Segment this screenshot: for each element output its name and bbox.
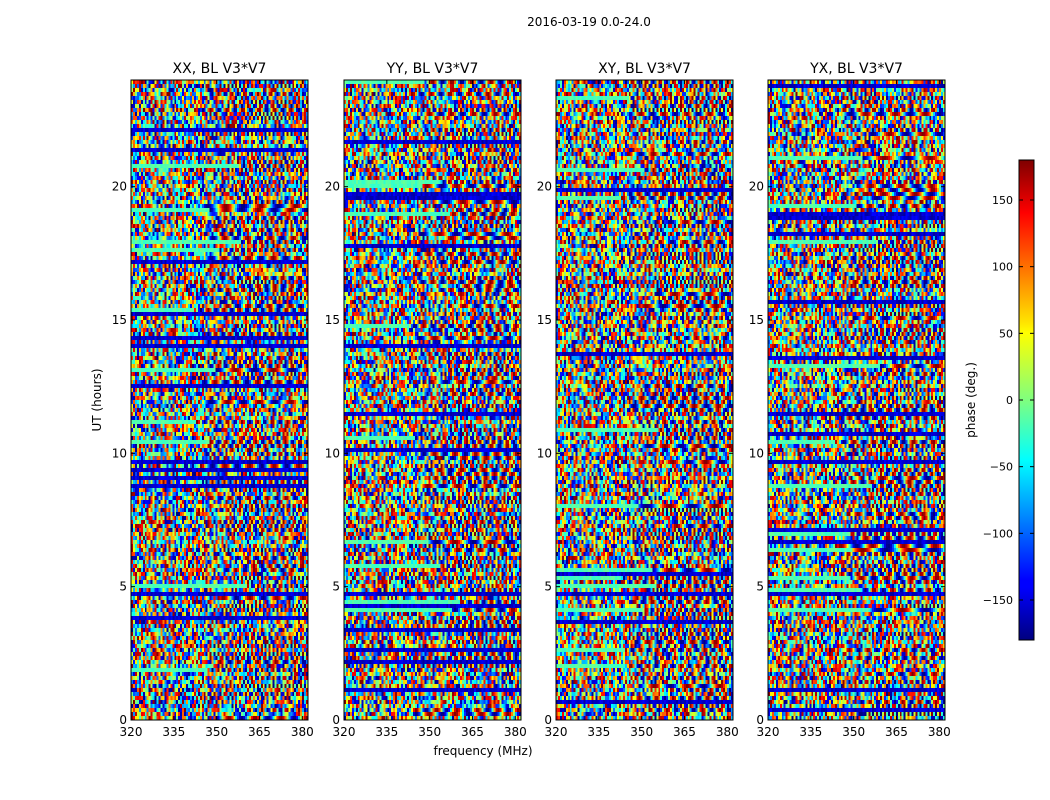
- x-tick-label: 350: [205, 725, 228, 739]
- panel-title: XX, BL V3*V7: [173, 61, 267, 77]
- x-axis-label: frequency (MHz): [433, 744, 532, 758]
- x-tick-label: 320: [333, 725, 356, 739]
- y-tick-label: 5: [119, 580, 127, 594]
- panel-2: YY, BL V3*V7 320 335 350 365 380 0 5 10 15 20: [325, 61, 527, 739]
- y-tick-label: 15: [112, 313, 127, 327]
- y-tick-label: 20: [112, 180, 127, 194]
- panel-3: XY, BL V3*V7 320 335 350 365 380 0 5 10 15 20: [537, 61, 739, 739]
- x-tick-label: 335: [799, 725, 822, 739]
- y-tick-label: 5: [756, 580, 764, 594]
- colorbar-tick-label: −150: [983, 594, 1013, 607]
- x-tick-label: 380: [928, 725, 951, 739]
- x-tick-label: 380: [716, 725, 739, 739]
- x-tick-label: 365: [885, 725, 908, 739]
- colorbar: 150 100 50 0 −50 −100 −150: [983, 159, 1035, 641]
- x-tick-label: 365: [461, 725, 484, 739]
- y-tick-label: 5: [332, 580, 340, 594]
- figure-suptitle: 2016-03-19 0.0-24.0: [527, 15, 651, 29]
- colorbar-tick-label: 150: [992, 194, 1013, 207]
- colorbar-tick-label: 0: [1006, 394, 1013, 407]
- y-tick-label: 10: [749, 446, 764, 460]
- y-axis-label: UT (hours): [90, 368, 104, 431]
- x-tick-label: 380: [291, 725, 314, 739]
- x-tick-label: 365: [673, 725, 696, 739]
- panel-4: YX, BL V3*V7 320 335 350 365 380 0 5 10 15 20: [749, 61, 951, 739]
- y-tick-label: 20: [325, 180, 340, 194]
- x-tick-label: 335: [587, 725, 610, 739]
- panel-frame: [767, 79, 946, 721]
- x-tick-label: 350: [842, 725, 865, 739]
- colorbar-tick-label: −100: [983, 527, 1013, 540]
- panel-frame: [343, 79, 522, 721]
- colorbar-label: phase (deg.): [964, 362, 978, 438]
- x-tick-label: 350: [418, 725, 441, 739]
- x-tick-label: 320: [120, 725, 143, 739]
- x-tick-label: 320: [757, 725, 780, 739]
- y-tick-label: 0: [756, 713, 764, 727]
- x-tick-label: 335: [162, 725, 185, 739]
- panel-frame: [555, 79, 734, 721]
- x-tick-label: 350: [630, 725, 653, 739]
- y-tick-label: 10: [112, 446, 127, 460]
- x-tick-label: 365: [248, 725, 271, 739]
- y-tick-label: 20: [749, 180, 764, 194]
- colorbar-tick-label: 100: [992, 261, 1013, 274]
- panel-heatmap: [344, 80, 521, 720]
- y-tick-label: 15: [325, 313, 340, 327]
- panel-title: XY, BL V3*V7: [598, 61, 691, 77]
- x-tick-label: 320: [545, 725, 568, 739]
- y-tick-label: 0: [332, 713, 340, 727]
- y-tick-label: 5: [544, 580, 552, 594]
- y-tick-label: 10: [325, 446, 340, 460]
- y-tick-label: 0: [544, 713, 552, 727]
- y-tick-label: 20: [537, 180, 552, 194]
- panel-heatmap: [556, 80, 733, 720]
- panel-frame: [130, 79, 309, 721]
- x-tick-label: 380: [504, 725, 527, 739]
- y-tick-label: 10: [537, 446, 552, 460]
- y-tick-label: 15: [749, 313, 764, 327]
- y-tick-label: 0: [119, 713, 127, 727]
- colorbar-tick-label: 50: [999, 327, 1013, 340]
- x-tick-label: 335: [375, 725, 398, 739]
- y-tick-label: 15: [537, 313, 552, 327]
- panel-1: XX, BL V3*V7 320 335 350 365 380 0 5 10 15 20: [112, 61, 314, 739]
- panel-title: YY, BL V3*V7: [386, 61, 479, 77]
- panel-heatmap: [131, 80, 308, 720]
- panel-title: YX, BL V3*V7: [809, 61, 903, 77]
- panel-heatmap: [768, 80, 945, 720]
- colorbar-tick-label: −50: [990, 461, 1013, 474]
